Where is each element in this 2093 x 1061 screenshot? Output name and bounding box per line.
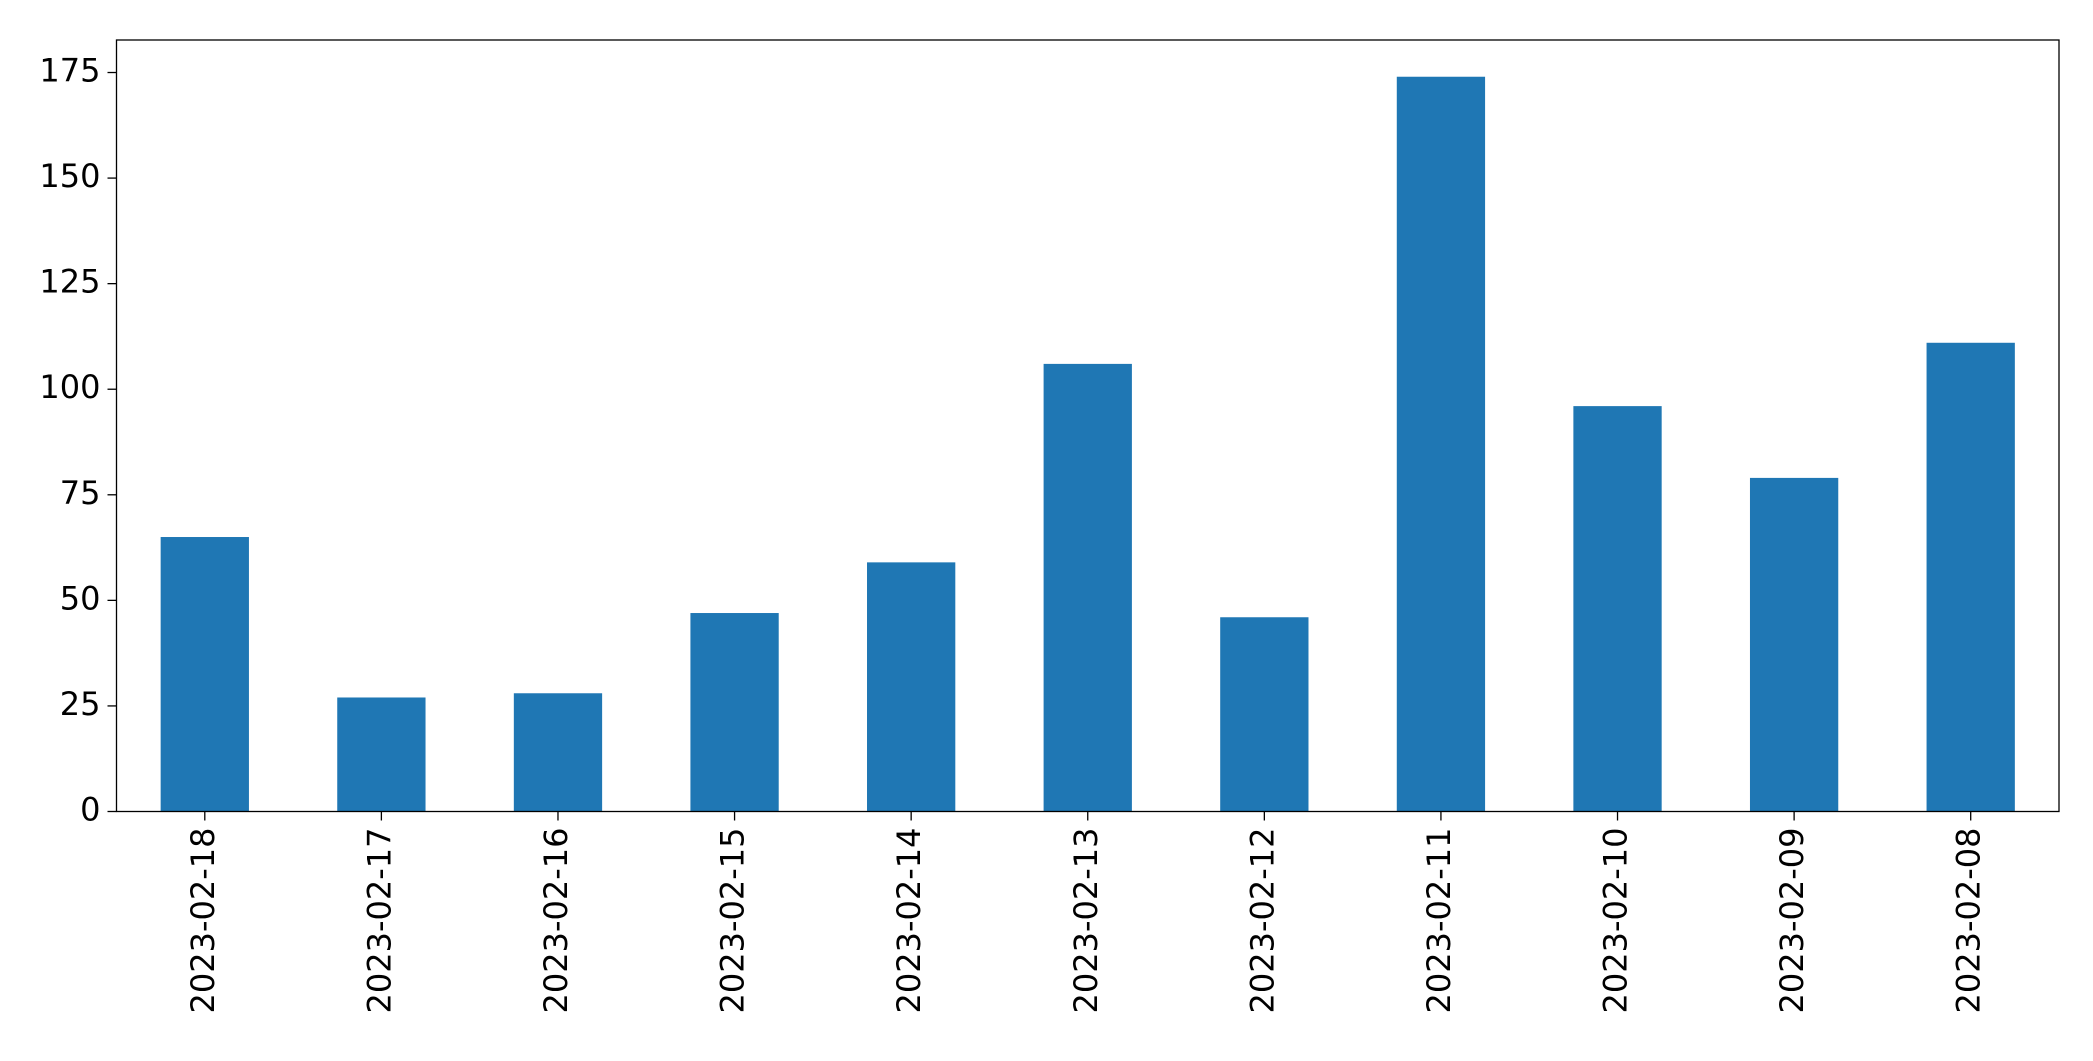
bar — [337, 697, 426, 812]
y-tick-label: 100 — [39, 368, 100, 406]
bar — [160, 537, 249, 812]
x-tick-label: 2023-02-10 — [1597, 828, 1635, 1014]
x-tick-label: 2023-02-08 — [1950, 828, 1988, 1014]
y-tick-label: 175 — [39, 52, 100, 90]
plot-frame — [115, 39, 2060, 813]
bar — [1396, 76, 1486, 812]
bar — [1220, 617, 1309, 812]
bar — [1573, 406, 1662, 812]
bar — [513, 693, 603, 812]
bar — [1926, 342, 2015, 812]
bar — [1749, 477, 1839, 812]
x-tick-label: 2023-02-09 — [1773, 828, 1811, 1014]
x-tick-label: 2023-02-15 — [714, 828, 752, 1014]
x-tick-label: 2023-02-16 — [537, 828, 575, 1014]
y-tick-label: 25 — [60, 685, 101, 723]
x-tick-label: 2023-02-13 — [1067, 828, 1105, 1014]
bar — [1043, 363, 1132, 812]
y-tick-label: 50 — [60, 579, 101, 617]
bar — [867, 562, 956, 812]
x-tick-label: 2023-02-17 — [360, 828, 398, 1014]
y-tick-label: 0 — [80, 791, 100, 829]
x-tick-label: 2023-02-14 — [890, 828, 928, 1014]
bar — [690, 613, 779, 812]
x-tick-label: 2023-02-18 — [184, 828, 222, 1014]
x-tick-label: 2023-02-12 — [1243, 828, 1281, 1014]
y-tick-label: 150 — [39, 157, 100, 195]
x-tick-label: 2023-02-11 — [1420, 828, 1458, 1014]
y-tick-label: 75 — [60, 474, 101, 512]
y-tick-label: 125 — [39, 263, 100, 301]
